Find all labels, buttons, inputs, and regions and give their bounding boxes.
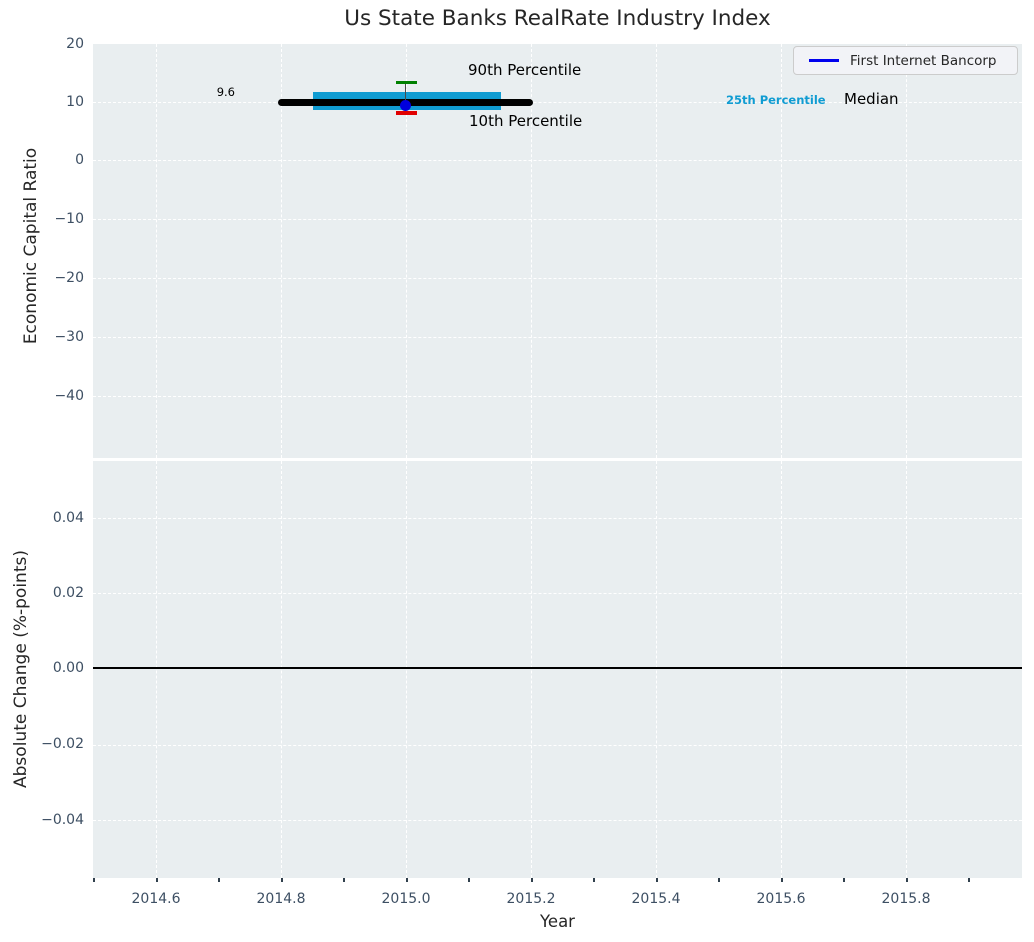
- bottom-y-axis-label: Absolute Change (%-points): [11, 550, 31, 788]
- company-data-point: [400, 100, 411, 111]
- gridline: [781, 44, 782, 458]
- gridline: [93, 277, 1022, 279]
- gridline: [531, 44, 532, 458]
- tick-mark: [93, 878, 95, 882]
- ytick-label: 0: [75, 152, 84, 168]
- ytick-label: −0.02: [41, 736, 84, 752]
- gridline: [281, 461, 282, 878]
- xtick-label: 2015.0: [381, 891, 431, 907]
- tick-mark: [906, 878, 908, 882]
- xtick-label: 2014.8: [256, 891, 306, 907]
- percentile-whisker-line: [404, 82, 407, 106]
- gridline: [156, 44, 157, 458]
- top-y-axis-label: Economic Capital Ratio: [21, 147, 41, 345]
- gridline: [93, 336, 1022, 338]
- p90-cap-marker: [395, 80, 417, 85]
- x-axis-label: Year: [540, 912, 575, 931]
- median-annotation: Median: [844, 90, 899, 108]
- xtick-label: 2015.6: [756, 891, 806, 907]
- tick-mark: [406, 878, 408, 882]
- gridline: [93, 218, 1022, 220]
- gridline: [656, 44, 657, 458]
- gridline: [656, 461, 657, 878]
- legend-line-sample: [809, 59, 839, 62]
- chart-title: Us State Banks RealRate Industry Index: [344, 6, 771, 31]
- zero-reference-line: [93, 666, 1022, 669]
- legend: First Internet Bancorp: [793, 46, 1018, 75]
- ytick-label: −10: [54, 211, 84, 227]
- gridline: [93, 101, 1022, 103]
- gridline: [906, 461, 907, 878]
- ytick-label: 0.00: [52, 660, 84, 676]
- xtick-label: 2015.4: [631, 891, 681, 907]
- ytick-label: −0.04: [41, 812, 84, 828]
- ytick-label: −40: [54, 388, 84, 404]
- ytick-label: −30: [54, 329, 84, 345]
- p10-annotation: 10th Percentile: [469, 112, 583, 130]
- tick-mark: [718, 878, 720, 882]
- gridline: [156, 461, 157, 878]
- tick-mark: [781, 878, 783, 882]
- p25-annotation: 25th Percentile: [726, 92, 826, 107]
- bottom-plot-area: [93, 461, 1022, 878]
- gridline: [93, 593, 1022, 594]
- gridline: [93, 395, 1022, 397]
- tick-mark: [531, 878, 533, 882]
- tick-mark: [843, 878, 845, 882]
- tick-mark: [156, 878, 158, 882]
- top-plot-area: 9.6 90th Percentile 10th Percentile 25th…: [93, 44, 1022, 458]
- gridline: [93, 160, 1022, 161]
- gridline: [531, 461, 532, 878]
- tick-mark: [281, 878, 283, 882]
- xtick-label: 2014.6: [131, 891, 181, 907]
- p90-annotation: 90th Percentile: [468, 61, 582, 79]
- tick-mark: [218, 878, 220, 882]
- tick-mark: [468, 878, 470, 882]
- legend-label: First Internet Bancorp: [850, 52, 997, 69]
- ytick-label: 10: [66, 94, 84, 110]
- ytick-label: 0.04: [52, 510, 84, 526]
- gridline: [906, 44, 907, 458]
- gridline: [93, 518, 1022, 519]
- gridline: [781, 461, 782, 878]
- gridline: [93, 820, 1022, 821]
- xtick-label: 2015.8: [881, 891, 931, 907]
- gridline: [406, 44, 407, 458]
- tick-mark: [968, 878, 970, 882]
- gridline: [93, 744, 1022, 746]
- ytick-label: −20: [54, 270, 84, 286]
- ytick-label: 0.02: [52, 585, 84, 601]
- p10-cap-marker: [395, 111, 417, 115]
- tick-mark: [343, 878, 345, 882]
- tick-mark: [593, 878, 595, 882]
- gridline: [281, 44, 282, 458]
- tick-mark: [656, 878, 658, 882]
- gridline: [406, 461, 407, 878]
- ytick-label: 20: [66, 36, 84, 52]
- xtick-label: 2015.2: [506, 891, 556, 907]
- value-annotation: 9.6: [216, 85, 235, 99]
